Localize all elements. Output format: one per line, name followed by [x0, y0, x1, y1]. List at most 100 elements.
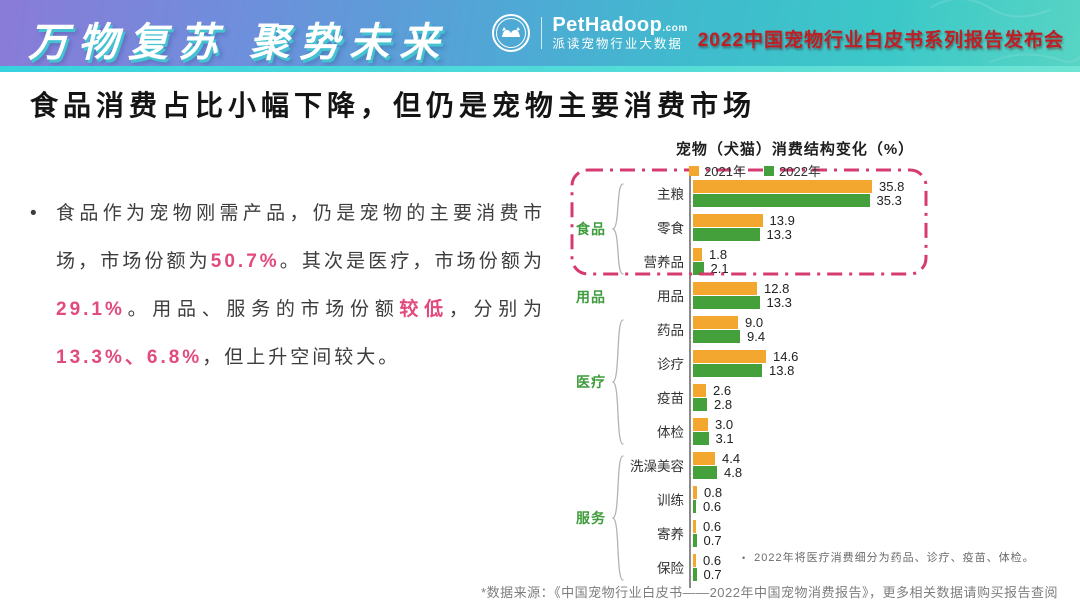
highlighted-text: 50.7% — [210, 251, 280, 272]
bar-2022 — [693, 568, 697, 581]
category-label: 诊疗 — [657, 357, 684, 372]
bar-2022 — [693, 194, 870, 207]
bar-value-2021: 9.0 — [745, 315, 764, 330]
chart-legend: 2021年 2022年 — [560, 161, 950, 180]
bar-value-2022: 9.4 — [747, 329, 766, 344]
brand-name: PetHadoop.com — [552, 14, 688, 37]
chart-footnote: • 2022年将医疗消费细分为药品、诊疗、疫苗、体检。 — [742, 549, 1035, 565]
bar-2022 — [693, 262, 704, 275]
bar-value-2021: 1.8 — [709, 247, 728, 262]
header-slogan: 万物复苏 聚势未来 — [28, 21, 450, 65]
bullet-block: • 食品作为宠物刚需产品，仍是宠物的主要消费市场，市场份额为50.7%。其次是医… — [30, 190, 545, 382]
bar-2021 — [693, 316, 738, 329]
category-label: 疫苗 — [657, 391, 684, 406]
group-bracket — [612, 455, 624, 581]
bar-2022 — [693, 228, 760, 241]
bar-value-2022: 0.6 — [703, 499, 722, 514]
bar-value-2022: 13.8 — [769, 363, 795, 378]
bar-2021 — [693, 180, 872, 193]
chart-title: 宠物（犬猫）消费结构变化（%） — [675, 141, 915, 158]
legend-swatch-2021 — [689, 165, 700, 176]
bar-value-2021: 0.6 — [703, 553, 722, 568]
header-banner: 万物复苏 聚势未来 PetHadoop.com 派读宠物行业大数据 2022中国… — [0, 0, 1080, 66]
bar-2021 — [693, 248, 702, 261]
brand-divider — [541, 17, 543, 49]
bar-2022 — [693, 500, 696, 513]
group-label-食品: 食品 — [576, 221, 606, 237]
bar-value-2021: 12.8 — [764, 281, 790, 296]
group-label-用品: 用品 — [576, 289, 606, 305]
header-accent-strip — [0, 66, 1080, 72]
group-bracket — [612, 319, 624, 445]
chart-plot-area: 主粮 35.8 35.3 零食 13.9 13.3 营养品 1.8 2.1 用品 12.8 13.3 药… — [560, 136, 1075, 606]
bar-2021 — [693, 452, 715, 465]
brand-cluster: PetHadoop.com 派读宠物行业大数据 2022中国宠物行业白皮书系列报… — [491, 0, 1064, 66]
group-label-服务: 服务 — [576, 510, 606, 526]
event-title: 2022中国宠物行业白皮书系列报告发布会 — [697, 29, 1064, 51]
brand-text: PetHadoop.com 派读宠物行业大数据 — [552, 14, 687, 52]
paragraph-text: 。用品、服务的市场份额 — [124, 299, 400, 320]
consumption-structure-chart: 宠物（犬猫）消费结构变化（%） 2021年 2022年 主粮 35.8 35.3 零食… — [560, 136, 1075, 606]
bar-value-2021: 13.9 — [769, 213, 795, 228]
bar-2021 — [693, 384, 706, 397]
category-label: 保险 — [657, 561, 684, 576]
bar-value-2021: 35.8 — [879, 179, 905, 194]
bar-value-2022: 3.1 — [715, 431, 734, 446]
category-label: 零食 — [657, 221, 684, 236]
highlighted-text: 13.3%、6.8% — [56, 347, 203, 368]
bar-value-2021: 4.4 — [722, 451, 741, 466]
category-label: 训练 — [657, 493, 684, 508]
category-label: 洗澡美容 — [630, 459, 684, 474]
page-title: 食品消费占比小幅下降，但仍是宠物主要消费市场 — [30, 90, 757, 121]
pethadoop-logo-icon — [492, 14, 531, 52]
bar-value-2021: 0.8 — [704, 485, 723, 500]
bar-value-2022: 2.8 — [714, 397, 733, 412]
brand-domain: .com — [662, 23, 688, 35]
category-label: 用品 — [657, 289, 684, 304]
bar-value-2021: 0.6 — [703, 519, 722, 534]
bar-2021 — [693, 520, 696, 533]
legend-item-2021: 2021年 — [689, 161, 746, 180]
highlighted-text: 较低 — [399, 299, 449, 320]
highlighted-text: 29.1% — [56, 299, 125, 320]
bar-2021 — [693, 350, 766, 363]
bullet-marker: • — [30, 203, 37, 224]
legend-swatch-2022 — [764, 165, 774, 176]
bar-value-2022: 13.3 — [766, 227, 792, 242]
bar-2022 — [693, 398, 707, 411]
bar-2022 — [693, 466, 717, 479]
chart-axis-line — [689, 174, 691, 588]
paragraph-text: 。其次是医疗，市场份额为 — [279, 251, 545, 272]
bar-2021 — [693, 282, 757, 295]
category-label: 药品 — [657, 323, 684, 338]
bar-2021 — [693, 554, 696, 567]
bullet-paragraph: 食品作为宠物刚需产品，仍是宠物的主要消费市场，市场份额为50.7%。其次是医疗，… — [56, 190, 545, 382]
paragraph-text: ，分别为 — [448, 299, 545, 320]
bar-2021 — [693, 214, 763, 227]
group-bracket — [612, 183, 624, 275]
bar-2022 — [693, 432, 709, 445]
bar-2022 — [693, 296, 760, 309]
bar-value-2022: 13.3 — [766, 295, 792, 310]
bar-value-2022: 0.7 — [703, 533, 722, 548]
bar-2021 — [693, 418, 708, 431]
category-label: 寄养 — [657, 527, 684, 542]
brand-subtitle: 派读宠物行业大数据 — [552, 37, 683, 52]
bar-value-2021: 14.6 — [773, 349, 799, 364]
bar-2022 — [693, 534, 697, 547]
legend-label-2022: 2022年 — [779, 164, 821, 179]
paragraph-text: 食品作为宠物刚需产品，仍是宠物的主要消费市场，市场份额为 — [56, 203, 545, 272]
category-label: 体检 — [657, 425, 684, 440]
bar-value-2022: 2.1 — [710, 261, 729, 276]
footnote-text: 2022年将医疗消费细分为药品、诊疗、疫苗、体检。 — [754, 552, 1035, 564]
category-label: 营养品 — [643, 255, 685, 270]
bar-2022 — [693, 330, 740, 343]
group-label-医疗: 医疗 — [576, 374, 606, 390]
legend-item-2022: 2022年 — [764, 161, 821, 180]
bar-value-2022: 0.7 — [703, 567, 722, 582]
bar-value-2022: 35.3 — [876, 193, 902, 208]
bar-value-2021: 3.0 — [715, 417, 734, 432]
bar-value-2021: 2.6 — [713, 383, 732, 398]
bar-2021 — [693, 486, 697, 499]
